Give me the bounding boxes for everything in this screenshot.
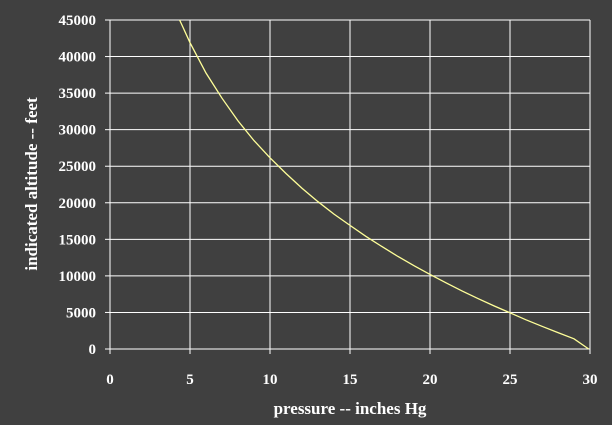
y-tick-label: 10000: [59, 269, 97, 285]
y-tick-label: 15000: [59, 232, 97, 248]
y-tick-label: 0: [89, 342, 97, 358]
x-axis-title: pressure -- inches Hg: [274, 399, 427, 418]
y-tick-label: 30000: [59, 123, 97, 139]
x-tick-label: 5: [186, 372, 194, 388]
y-tick-label: 45000: [59, 13, 97, 29]
y-axis-title: indicated altitude -- feet: [22, 97, 41, 271]
y-axis-ticks: 0 5000 10000 15000 20000 25000 30000 35000 40000…: [59, 13, 110, 358]
x-tick-label: 25: [503, 372, 518, 388]
x-axis-ticks: 0 5 10 15 20 25 30: [106, 349, 598, 388]
series-line: [179, 19, 590, 350]
y-tick-label: 20000: [59, 196, 97, 212]
x-tick-label: 10: [263, 372, 278, 388]
y-tick-label: 25000: [59, 159, 97, 175]
y-tick-label: 40000: [59, 50, 97, 66]
x-tick-label: 30: [583, 372, 598, 388]
x-tick-label: 20: [423, 372, 438, 388]
x-tick-label: 0: [106, 372, 114, 388]
series-group: [179, 19, 590, 350]
y-tick-label: 5000: [66, 305, 96, 321]
y-tick-label: 35000: [59, 86, 97, 102]
x-tick-label: 15: [343, 372, 358, 388]
